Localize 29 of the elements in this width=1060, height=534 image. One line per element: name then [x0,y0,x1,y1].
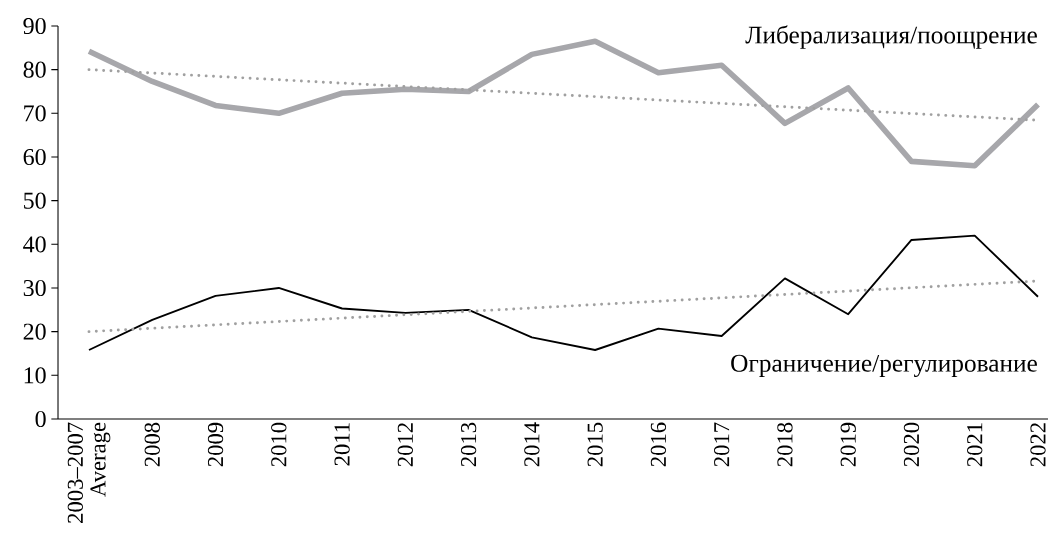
x-tick-label: 2020 [903,422,920,467]
y-tick-label: 0 [35,410,46,428]
x-tick-label: 2021 [967,423,983,467]
y-tick-label: 30 [23,279,46,297]
y-tick-label: 60 [23,148,46,166]
x-tick-label: 2014 [524,422,540,467]
x-tick-label: 2016 [650,422,667,467]
x-tick-label: 2003–2007 Average [67,422,111,523]
x-tick-label: 2008 [144,422,160,467]
series-label: Ограничение/регулирование [731,354,1037,378]
y-tick-label: 90 [23,17,46,35]
y-tick-label: 50 [24,192,46,209]
x-tick-label: 2022 [1030,423,1046,467]
y-tick-label: 20 [23,323,46,340]
x-tick-label: 2018 [777,422,793,467]
x-tick-label: 2015 [587,422,603,467]
y-tick-label: 80 [23,61,46,78]
y-tick-label: 70 [24,105,46,122]
x-tick-label: 2017 [714,422,730,467]
series-label: Либерализация/поощрение [745,25,1037,49]
x-tick-label: 2012 [397,423,413,467]
x-tick-label: 2019 [840,422,856,467]
line-series [88,234,1039,351]
y-tick-label: 10 [24,367,46,384]
x-tick-label: 2010 [271,422,287,467]
x-tick-label: 2013 [460,422,477,467]
y-tick-label: 40 [23,236,46,253]
x-tick-label: 2011 [334,423,350,466]
x-tick-label: 2009 [207,422,224,467]
